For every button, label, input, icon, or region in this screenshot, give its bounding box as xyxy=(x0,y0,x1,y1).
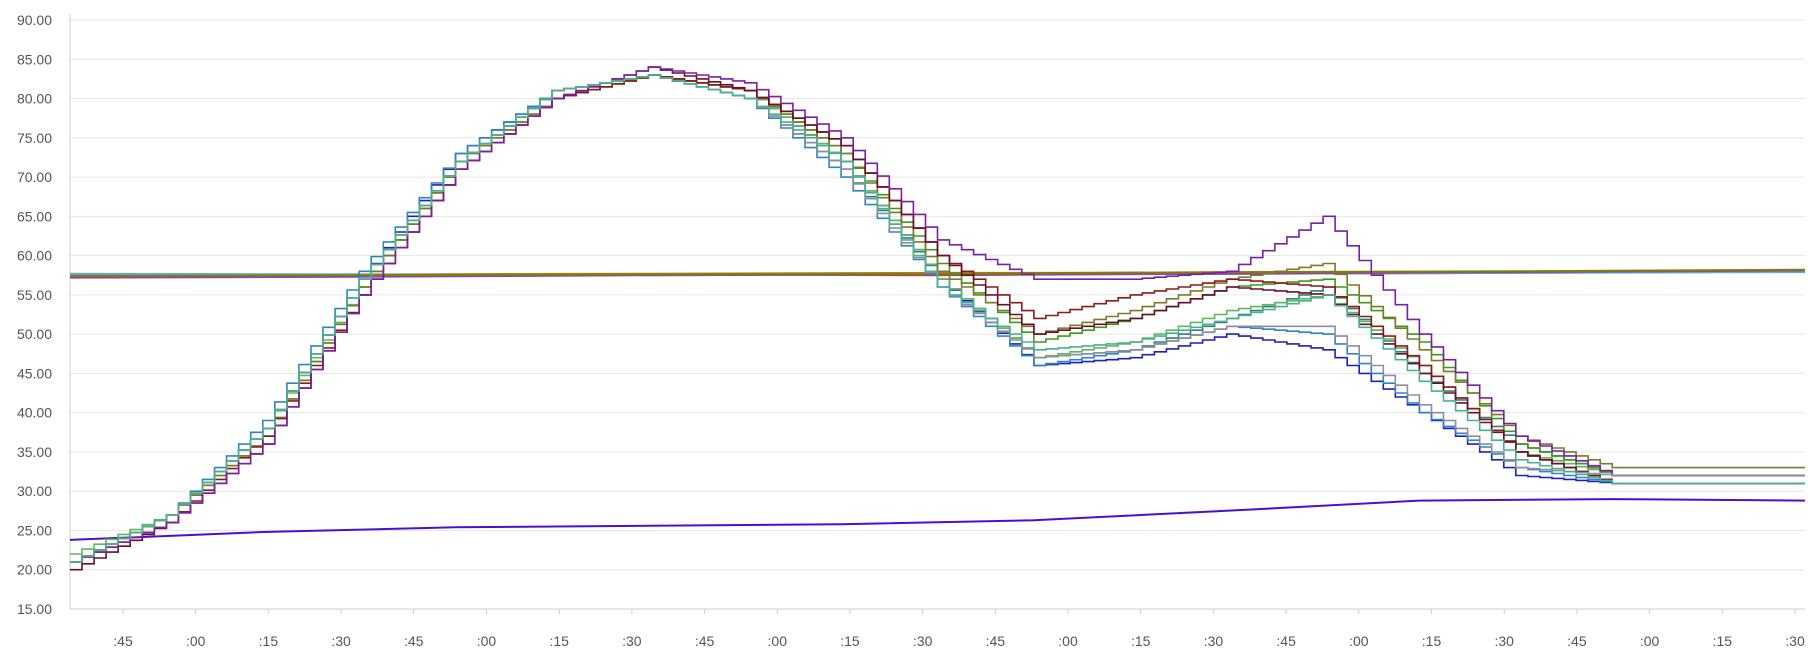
series-line-curve xyxy=(70,74,1805,563)
x-tick-label: :15 xyxy=(1131,633,1151,649)
x-tick-label: :45 xyxy=(1276,633,1296,649)
y-tick-label: 65.00 xyxy=(17,208,52,224)
x-tick-label: :15 xyxy=(1713,633,1733,649)
x-tick-label: :45 xyxy=(1567,633,1587,649)
x-tick-label: :15 xyxy=(259,633,279,649)
x-tick-label: :00 xyxy=(1640,633,1660,649)
x-tick-label: :30 xyxy=(622,633,642,649)
x-tick-label: :45 xyxy=(113,633,133,649)
y-tick-label: 70.00 xyxy=(17,169,52,185)
y-tick-label: 60.00 xyxy=(17,248,52,264)
y-tick-label: 15.00 xyxy=(17,601,52,617)
x-tick-label: :30 xyxy=(913,633,933,649)
y-tick-label: 50.00 xyxy=(17,326,52,342)
y-tick-label: 55.00 xyxy=(17,287,52,303)
series-line-baseline xyxy=(69,498,1806,541)
y-tick-label: 90.00 xyxy=(17,12,52,28)
x-tick-label: :00 xyxy=(1349,633,1369,649)
x-tick-label: :30 xyxy=(1204,633,1224,649)
axis-layer xyxy=(69,14,1805,614)
series-line-curve xyxy=(70,74,1805,563)
series-line-curve xyxy=(70,74,1805,563)
series-line-curve xyxy=(70,66,1805,571)
series-line-curve xyxy=(70,74,1805,563)
y-tick-label: 20.00 xyxy=(17,562,52,578)
series-line-curve xyxy=(70,74,1805,563)
y-tick-label: 45.00 xyxy=(17,365,52,381)
y-tick-label: 80.00 xyxy=(17,91,52,107)
y-tick-label: 85.00 xyxy=(17,51,52,67)
y-tick-label: 25.00 xyxy=(17,522,52,538)
x-tick-label: :45 xyxy=(986,633,1006,649)
x-tick-label: :30 xyxy=(331,633,351,649)
x-tick-label: :15 xyxy=(1422,633,1442,649)
x-tick-label: :00 xyxy=(1058,633,1078,649)
series-line-curve xyxy=(70,74,1805,555)
x-tick-label: :00 xyxy=(186,633,206,649)
series-line-curve xyxy=(70,74,1805,563)
x-tick-label: :30 xyxy=(1494,633,1514,649)
series-line-curve xyxy=(70,66,1805,563)
grid-layer xyxy=(70,19,1805,610)
x-tick-label: :45 xyxy=(404,633,424,649)
y-tick-labels: 15.00 20.00 25.00 30.00 35.00 40.00 45.00 50.00… xyxy=(17,12,52,617)
x-tick-label: :00 xyxy=(477,633,497,649)
x-tick-label: :15 xyxy=(840,633,860,649)
x-tick-label: :15 xyxy=(549,633,569,649)
series-layer xyxy=(69,66,1806,571)
x-tick-label: :45 xyxy=(695,633,715,649)
y-tick-label: 35.00 xyxy=(17,444,52,460)
x-tick-label: :00 xyxy=(768,633,788,649)
series-line-curve xyxy=(70,74,1805,563)
y-tick-label: 40.00 xyxy=(17,405,52,421)
x-tick-label: :30 xyxy=(1785,633,1805,649)
x-tick-labels: :45 :00 :15 :30 :45 :00 :15 :30 :45 :00 :15 :30 :45:… xyxy=(113,633,1805,649)
y-tick-label: 75.00 xyxy=(17,130,52,146)
y-tick-label: 30.00 xyxy=(17,483,52,499)
series-line-curve xyxy=(70,74,1805,563)
